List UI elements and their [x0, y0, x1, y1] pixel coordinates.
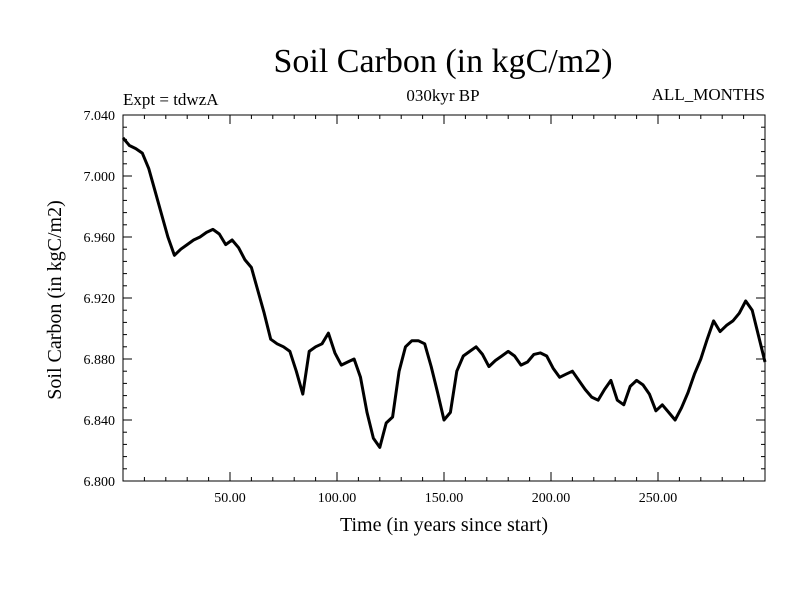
x-tick-label: 50.00: [214, 491, 246, 506]
tick-labels: 50.00 100.00 150.00 200.00 250.00 6.800 6.840 6…: [84, 109, 678, 506]
x-tick-label: 200.00: [532, 491, 571, 506]
x-axis-label: Time (in years since start): [340, 514, 548, 536]
y-tick-label: 6.960: [84, 231, 116, 246]
y-tick-label: 6.800: [84, 475, 116, 490]
y-tick-label: 7.000: [84, 170, 116, 185]
y-tick-label: 6.920: [84, 292, 116, 307]
axes: [122, 114, 766, 482]
series-group: [121, 136, 767, 449]
x-tick-label: 150.00: [425, 491, 464, 506]
chart-title: Soil Carbon (in kgC/m2): [273, 43, 613, 80]
experiment-label: Expt = tdwzA: [123, 90, 219, 109]
soil-carbon-line: [121, 136, 767, 449]
plot-frame: [122, 114, 766, 482]
y-tick-label: 6.880: [84, 353, 116, 368]
y-tick-label: 6.840: [84, 414, 116, 429]
tick-marks: [123, 114, 765, 482]
y-tick-label: 7.040: [84, 109, 116, 124]
chart-subtitle: 030kyr BP: [406, 86, 480, 105]
y-axis-label: Soil Carbon (in kgC/m2): [44, 200, 66, 399]
x-tick-label: 100.00: [318, 491, 357, 506]
x-tick-label: 250.00: [639, 491, 678, 506]
months-label: ALL_MONTHS: [651, 85, 765, 104]
